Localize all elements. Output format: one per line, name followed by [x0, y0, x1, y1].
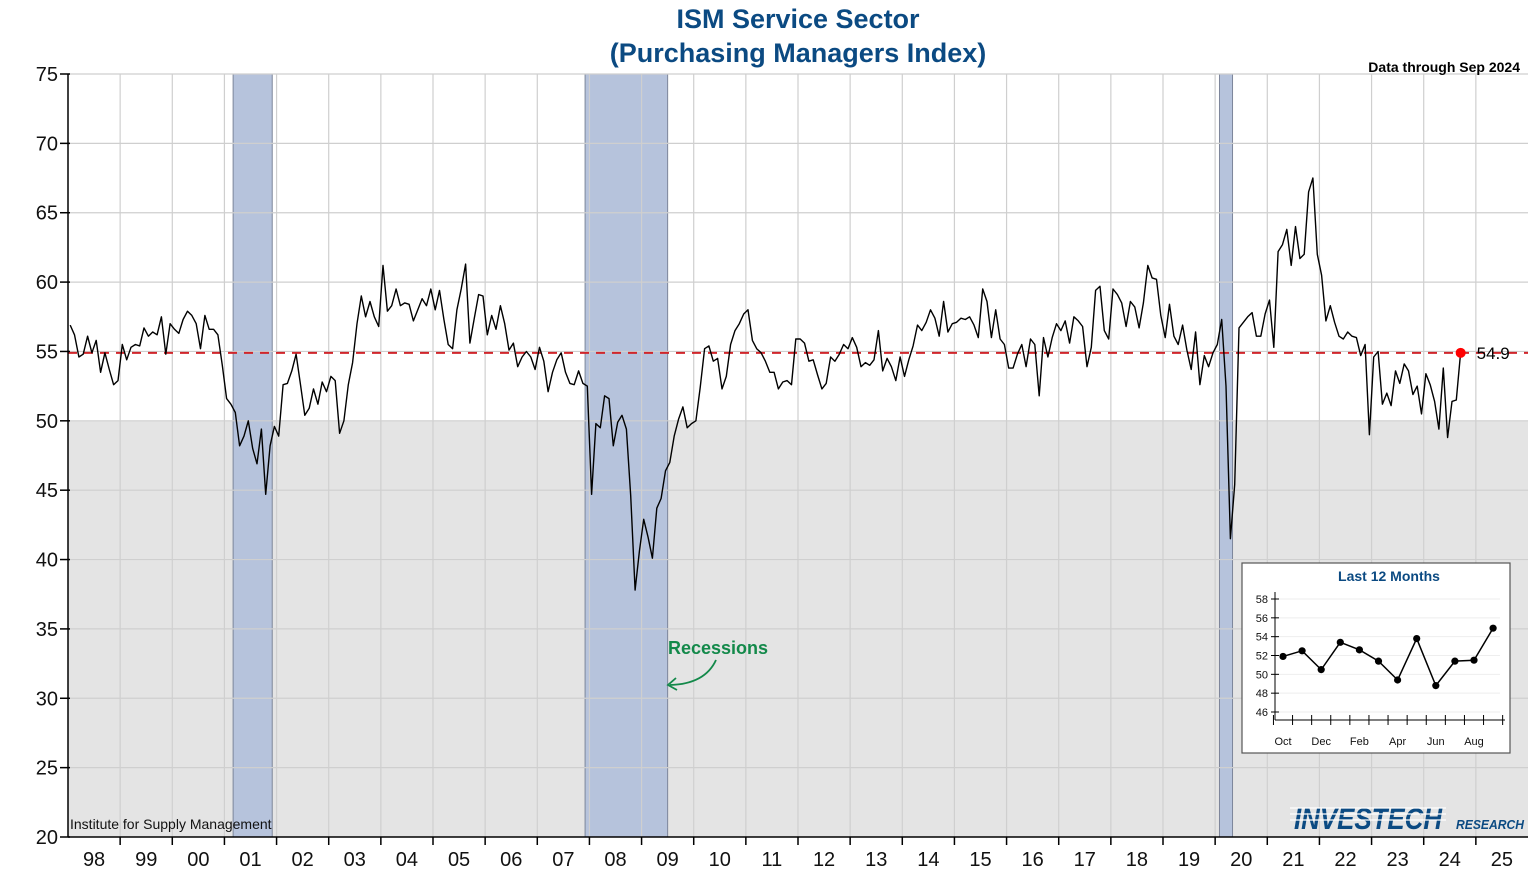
y-tick-label: 30 [36, 688, 58, 710]
chart-subtitle: (Purchasing Managers Index) [610, 38, 987, 68]
recession-label: Recessions [668, 638, 768, 658]
x-tick-label: 99 [135, 849, 157, 871]
arrow-head-icon [666, 677, 678, 691]
recession-bands [232, 73, 1234, 838]
x-tick-label: 04 [396, 849, 418, 871]
y-tick-label: 65 [36, 203, 58, 225]
x-tick-label: 05 [448, 849, 470, 871]
x-tick-label: 00 [187, 849, 209, 871]
y-tick-label: 25 [36, 758, 58, 780]
x-tick-label: 09 [657, 849, 679, 871]
x-tick-label: 22 [1334, 849, 1356, 871]
inset-y-tick-label: 56 [1256, 613, 1268, 625]
x-tick-label: 20 [1230, 849, 1252, 871]
logo-research: RESEARCH [1456, 817, 1525, 832]
y-tick-label: 40 [36, 550, 58, 572]
inset-point-jun [1432, 682, 1440, 690]
x-tick-label: 16 [1022, 849, 1044, 871]
logo-stripes [1290, 807, 1446, 821]
x-tick-label: 10 [709, 849, 731, 871]
inset-x-tick-label: Oct [1274, 736, 1291, 748]
x-tick-label: 07 [552, 849, 574, 871]
data-through-note: Data through Sep 2024 [1368, 59, 1520, 75]
x-tick-label: 11 [762, 849, 783, 871]
inset-point-feb [1355, 646, 1363, 654]
axes: 20 25 30 35 40 45 50 55 60 65 70 75 98 99 00 01 02 03 04 05… [36, 64, 1528, 871]
last-point-marker [1455, 347, 1466, 358]
inset-y-tick-label: 50 [1256, 669, 1268, 681]
x-tick-label: 23 [1387, 849, 1409, 871]
x-tick-label: 03 [344, 849, 366, 871]
x-tick-label: 06 [500, 849, 522, 871]
inset-point-aug [1470, 656, 1478, 664]
inset-x-tick-label: Aug [1464, 736, 1484, 748]
last-12-months-inset: Last 12 Months 46 48 50 52 54 56 58 Oct Dec Feb Ap… [1241, 562, 1511, 754]
inset-x-tick-label: Dec [1311, 736, 1331, 748]
x-tick-label: 98 [83, 849, 105, 871]
x-tick-label: 01 [239, 849, 261, 871]
inset-title: Last 12 Months [1338, 568, 1440, 584]
y-tick-label: 35 [36, 619, 58, 641]
recession-band [1218, 73, 1234, 838]
recession-band [584, 73, 669, 838]
x-tick-label: 18 [1126, 849, 1148, 871]
recession-band [232, 73, 273, 838]
x-tick-label: 08 [604, 849, 626, 871]
inset-point-jul [1451, 657, 1459, 665]
inset-y-tick-label: 58 [1256, 594, 1268, 606]
x-tick-label: 14 [917, 849, 939, 871]
x-tick-label: 13 [865, 849, 887, 871]
y-tick-label: 60 [36, 272, 58, 294]
recession-arrow [669, 659, 717, 686]
inset-x-tick-label: Apr [1389, 736, 1406, 748]
x-tick-label: 15 [969, 849, 991, 871]
inset-x-tick-label: Jun [1427, 736, 1445, 748]
inset-point-oct [1279, 652, 1287, 661]
y-tick-label: 20 [36, 827, 58, 849]
inset-frame [1241, 562, 1511, 754]
x-tick-label: 02 [292, 849, 314, 871]
x-tick-label: 25 [1491, 849, 1513, 871]
inset-point-jan [1336, 638, 1344, 646]
inset-y-tick-label: 52 [1256, 651, 1268, 663]
inset-x-tick-label: Feb [1350, 736, 1369, 748]
inset-point-nov [1298, 647, 1306, 655]
x-tick-label: 19 [1178, 849, 1200, 871]
investech-logo: INVESTECH RESEARCH [1290, 803, 1525, 836]
chart-title: ISM Service Sector [676, 4, 920, 34]
x-tick-label: 21 [1282, 849, 1304, 871]
x-tick-label: 17 [1074, 849, 1096, 871]
y-tick-label: 70 [36, 133, 58, 155]
inset-y-tick-label: 54 [1256, 632, 1268, 644]
inset-point-sep [1489, 624, 1497, 632]
x-tick-label: 24 [1439, 849, 1461, 871]
inset-y-tick-label: 48 [1256, 688, 1268, 700]
y-tick-label: 50 [36, 411, 58, 433]
y-tick-label: 75 [36, 64, 58, 86]
inset-plot: 46 48 50 52 54 56 58 Oct Dec Feb Apr Jun Aug [1256, 592, 1505, 748]
y-tick-label: 55 [36, 341, 58, 363]
inset-point-apr [1394, 676, 1402, 684]
inset-y-tick-label: 46 [1256, 707, 1268, 719]
ism-services-line [69, 177, 1462, 591]
y-tick-label: 45 [36, 480, 58, 502]
source-label: Institute for Supply Management [70, 816, 272, 832]
inset-point-dec [1317, 666, 1325, 674]
last-value-label: 54.9 [1477, 344, 1510, 363]
x-tick-label: 12 [813, 849, 835, 871]
inset-point-mar [1374, 657, 1383, 665]
inset-point-may [1413, 634, 1421, 643]
